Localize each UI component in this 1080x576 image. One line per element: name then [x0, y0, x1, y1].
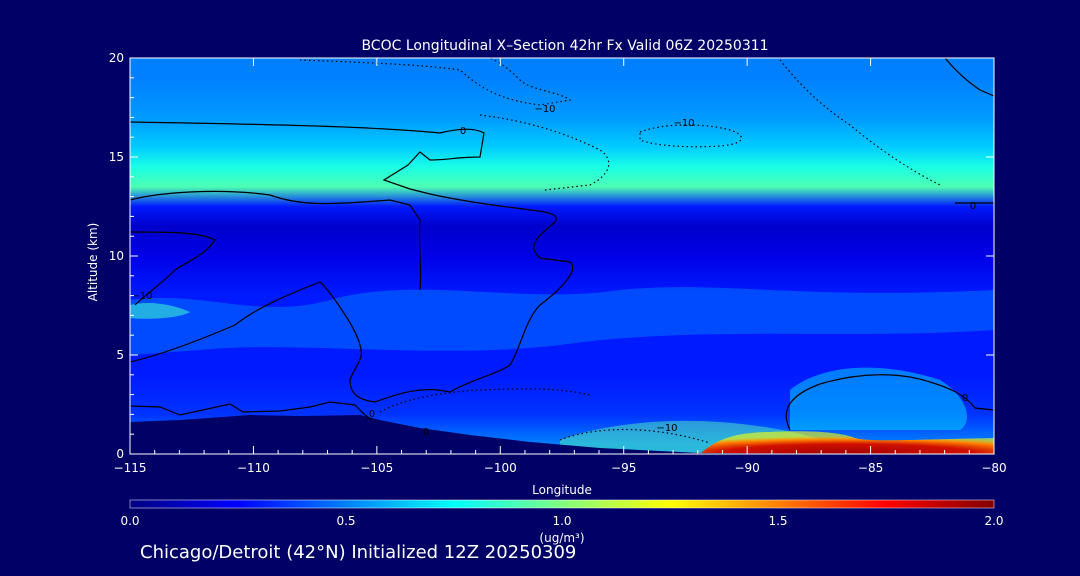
- contour-label-8: −10: [656, 423, 677, 434]
- x-axis: −115 −110 −105 −100 −95 −90 −85 −80: [114, 58, 1007, 475]
- contour-neg10-upper: [479, 114, 610, 191]
- contour-neg10-low: [379, 388, 591, 413]
- contour-0-west: [130, 231, 216, 306]
- colorbar: [130, 500, 994, 508]
- contour-0-northeast: [944, 58, 994, 97]
- contour-0-upper: [130, 190, 422, 291]
- contour-lines-solid: [130, 58, 994, 431]
- contour-0-low: [130, 401, 373, 421]
- x-tick-label: −90: [734, 461, 759, 475]
- contour-0-hotspot: [785, 374, 994, 431]
- contour-label-5: −10: [131, 291, 152, 302]
- contour-label-7: 0: [423, 427, 429, 438]
- chart-title: BCOC Longitudinal X–Section 42hr Fx Vali…: [361, 38, 768, 54]
- y-tick-label: 20: [109, 51, 124, 65]
- y-axis-label: Altitude (km): [86, 223, 100, 302]
- west-edge-patch: [130, 302, 190, 319]
- colorbar-unit-label: (ug/m³): [539, 531, 584, 545]
- contour-label-1: 0: [460, 126, 466, 137]
- x-tick-label: −105: [360, 461, 393, 475]
- contour-lines-dotted: [299, 58, 941, 444]
- contour-label-2: −10: [534, 104, 555, 115]
- contour-neg10-surface: [559, 428, 711, 444]
- x-tick-label: −100: [484, 461, 517, 475]
- x-tick-label: −115: [114, 461, 147, 475]
- y-tick-label: 10: [109, 249, 124, 263]
- x-axis-label: Longitude: [532, 483, 592, 497]
- contour-label-9: 0: [962, 393, 968, 404]
- y-tick-label: 0: [116, 447, 124, 461]
- low-level-cyan-patch: [790, 367, 968, 430]
- footer-annotation: Chicago/Detroit (42°N) Initialized 12Z 2…: [140, 542, 577, 563]
- colorbar-tick-label: 0.0: [120, 514, 139, 528]
- contour-neg10-north: [299, 58, 572, 106]
- terrain-mask: [130, 415, 994, 454]
- x-tick-label: −95: [611, 461, 636, 475]
- colorbar-ticks: 0.0 0.5 1.0 1.5 2.0: [120, 514, 1003, 528]
- x-tick-label: −80: [981, 461, 1006, 475]
- contour-label-6: 0: [369, 409, 375, 420]
- contour-neg10-center: [639, 124, 742, 148]
- hotspot-region: [700, 431, 994, 454]
- contour-neg10-northeast: [779, 59, 941, 186]
- contour-label-3: −10: [673, 118, 694, 129]
- contour-0-main: [130, 121, 574, 403]
- mid-level-patch: [130, 287, 994, 355]
- y-tick-label: 5: [116, 348, 124, 362]
- colorbar-frame: [129, 499, 995, 509]
- y-tick-label: 15: [109, 150, 124, 164]
- x-tick-label: −85: [858, 461, 883, 475]
- x-tick-label: −110: [237, 461, 270, 475]
- y-axis: 0 5 10 15 20: [109, 51, 994, 461]
- colorbar-tick-label: 2.0: [984, 514, 1003, 528]
- contour-label-4: 0: [970, 201, 976, 212]
- colorbar-tick-label: 0.5: [336, 514, 355, 528]
- colorbar-tick-label: 1.5: [768, 514, 787, 528]
- plot-area: 0 −10 −10 0 −10 0 0 −10 0: [130, 58, 994, 454]
- colorbar-tick-label: 1.0: [552, 514, 571, 528]
